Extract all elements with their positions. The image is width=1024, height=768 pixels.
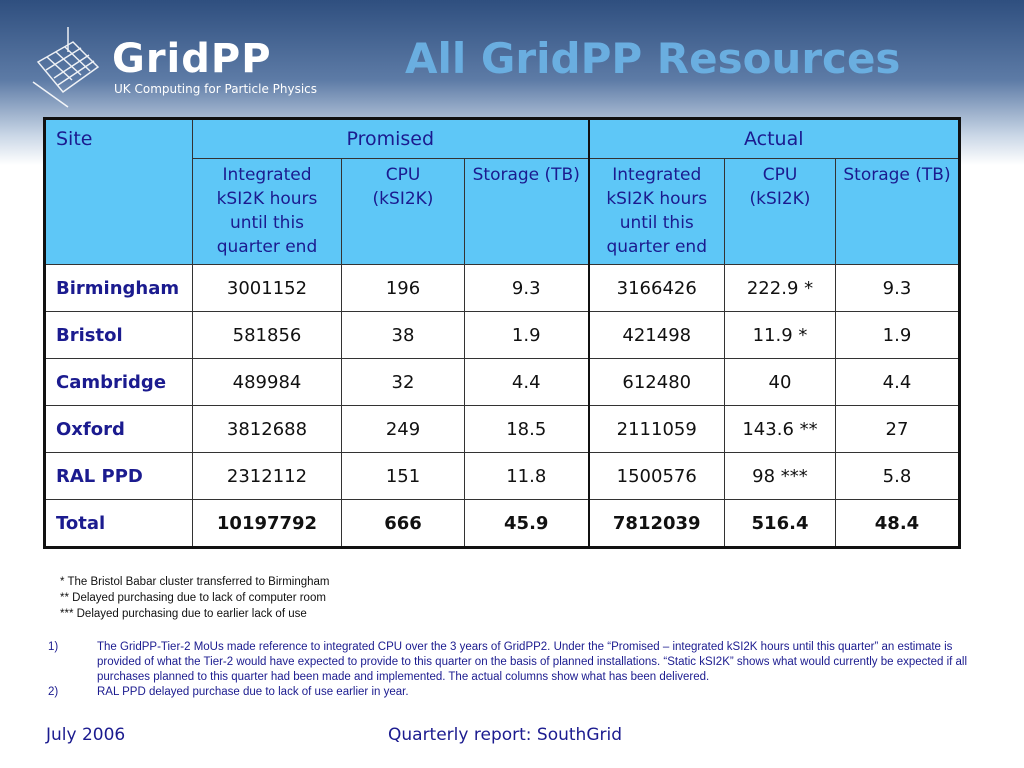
table-row: Total 10197792 666 45.9 7812039 516.4 48.4 [44,499,960,548]
value-cell: 2312112 [192,452,342,500]
resource-table: Site Promised Actual Integrated kSI2K ho… [43,117,961,549]
value-cell: 5.8 [835,452,960,500]
sub-header-text: CPU (kSI2K) [372,165,434,209]
note-text: The GridPP-Tier-2 MoUs made reference to… [97,641,968,683]
footer-report: Quarterly report: SouthGrid [388,725,622,745]
table-row: Birmingham 3001152 196 9.3 3166426 222.9 * 9.3 [44,264,960,312]
slide-title: All GridPP Resources [405,34,901,83]
logo: GridPP [112,36,272,82]
sub-header-text: Storage (TB) [843,165,951,185]
notes: 1) The GridPP-Tier-2 MoUs made reference … [48,640,978,700]
sub-header-text: Storage (TB) [472,165,580,185]
note-marker: 2) [48,686,59,698]
value-cell: 7812039 [587,499,725,548]
table-row: RAL PPD 2312112 151 11.8 1500576 98 *** 5.8 [44,452,960,500]
logo-tagline: UK Computing for Particle Physics [114,82,318,96]
value-cell: 249 [341,405,465,453]
footer-date: July 2006 [46,725,126,745]
value-cell: 45.9 [464,499,589,548]
sub-header-cell: Storage (TB) [464,158,589,265]
footnote: * The Bristol Babar cluster transferred … [60,576,330,588]
footnotes: * The Bristol Babar cluster transferred … [60,574,330,622]
site-cell: Total [44,499,193,548]
value-cell: 516.4 [724,499,836,548]
value-cell: 40 [724,358,836,406]
value-cell: 3166426 [587,264,725,312]
value-cell: 4.4 [835,358,960,406]
value-cell: 151 [341,452,465,500]
table-row: Cambridge 489984 32 4.4 612480 40 4.4 [44,358,960,406]
value-cell: 27 [835,405,960,453]
value-cell: 222.9 * [724,264,836,312]
site-cell: Cambridge [44,358,193,406]
value-cell: 10197792 [192,499,342,548]
value-cell: 612480 [587,358,725,406]
header-cell: Promised [192,118,589,159]
value-cell: 48.4 [835,499,960,548]
footnote: ** Delayed purchasing due to lack of com… [60,592,326,604]
site-cell: Oxford [44,405,193,453]
sub-header-text: Integrated kSI2K hours until this quarte… [606,165,708,257]
value-cell: 11.9 * [724,311,836,359]
value-cell: 196 [341,264,465,312]
value-cell: 3001152 [192,264,342,312]
value-cell: 1.9 [835,311,960,359]
site-cell: RAL PPD [44,452,193,500]
note-marker: 1) [48,641,59,653]
value-cell: 9.3 [835,264,960,312]
sub-header-cell: CPU (kSI2K) [341,158,465,265]
note: 1) The GridPP-Tier-2 MoUs made reference … [48,640,978,685]
value-cell: 143.6 ** [724,405,836,453]
value-cell: 11.8 [464,452,589,500]
sub-header-cell: Integrated kSI2K hours until this quarte… [587,158,725,265]
sub-header-cell: Storage (TB) [835,158,960,265]
note: 2) RAL PPD delayed purchase due to lack o… [48,685,978,700]
value-cell: 421498 [587,311,725,359]
value-cell: 489984 [192,358,342,406]
sub-header-text: CPU (kSI2K) [749,165,811,209]
value-cell: 4.4 [464,358,589,406]
value-cell: 581856 [192,311,342,359]
value-cell: 2111059 [587,405,725,453]
note-text: RAL PPD delayed purchase due to lack of … [97,686,409,698]
sub-header-cell: CPU (kSI2K) [724,158,836,265]
sub-header-text: Integrated kSI2K hours until this quarte… [216,165,318,257]
value-cell: 1500576 [587,452,725,500]
value-cell: 18.5 [464,405,589,453]
sub-header-cell: Integrated kSI2K hours until this quarte… [192,158,342,265]
value-cell: 38 [341,311,465,359]
value-cell: 3812688 [192,405,342,453]
value-cell: 666 [341,499,465,548]
site-cell: Bristol [44,311,193,359]
value-cell: 9.3 [464,264,589,312]
table-row: Bristol 581856 38 1.9 421498 11.9 * 1.9 [44,311,960,359]
header-cell: Site [44,118,193,265]
value-cell: 98 *** [724,452,836,500]
value-cell: 1.9 [464,311,589,359]
value-cell: 32 [341,358,465,406]
table-row: Oxford 3812688 249 18.5 2111059 143.6 ** 27 [44,405,960,453]
site-cell: Birmingham [44,264,193,312]
logo-icon [32,27,100,108]
footnote: *** Delayed purchasing due to earlier la… [60,608,307,620]
header-cell: Actual [587,118,960,159]
